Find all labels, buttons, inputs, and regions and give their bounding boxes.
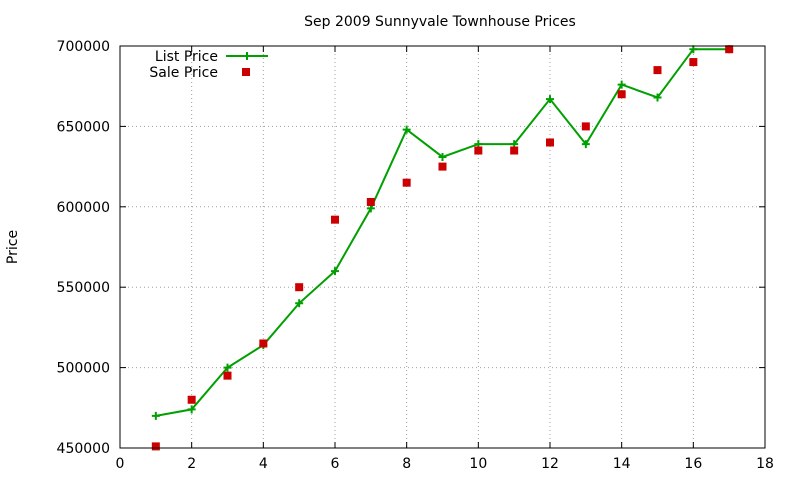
y-tick-label: 600000 bbox=[57, 200, 110, 216]
data-point bbox=[402, 178, 411, 187]
data-point bbox=[187, 395, 196, 404]
y-tick-label: 450000 bbox=[57, 441, 110, 457]
x-tick-label: 14 bbox=[613, 456, 631, 472]
x-tick-label: 12 bbox=[541, 456, 559, 472]
x-tick-label: 4 bbox=[259, 456, 268, 472]
data-point bbox=[438, 152, 447, 161]
data-point bbox=[474, 146, 483, 155]
data-point bbox=[223, 371, 232, 380]
x-tick-label: 16 bbox=[684, 456, 702, 472]
data-point bbox=[546, 138, 554, 147]
y-tick-label: 700000 bbox=[57, 39, 110, 55]
y-tick-labels: 450000 500000 550000 600000 650000 700000 bbox=[57, 39, 110, 457]
data-point bbox=[438, 162, 447, 171]
x-tick-label: 8 bbox=[402, 456, 411, 472]
data-point bbox=[617, 90, 626, 99]
y-tick-label: 500000 bbox=[57, 361, 110, 377]
data-point bbox=[689, 45, 698, 54]
data-point bbox=[331, 267, 339, 276]
legend-swatch-marker bbox=[242, 68, 250, 76]
data-point bbox=[617, 80, 626, 89]
legend-label: List Price bbox=[155, 49, 218, 65]
data-point bbox=[295, 299, 304, 308]
y-tick-label: 650000 bbox=[57, 119, 110, 135]
y-axis-label: Price bbox=[5, 230, 21, 264]
data-point bbox=[331, 215, 339, 224]
data-point bbox=[187, 405, 196, 414]
y-tick-label: 550000 bbox=[57, 280, 110, 296]
series bbox=[151, 45, 734, 451]
data-point bbox=[653, 66, 662, 75]
data-point bbox=[259, 339, 268, 348]
data-point bbox=[151, 411, 160, 420]
data-point bbox=[581, 122, 590, 131]
grid bbox=[120, 46, 765, 448]
data-point bbox=[295, 283, 304, 292]
data-point bbox=[546, 95, 554, 104]
x-tick-label: 10 bbox=[469, 456, 487, 472]
data-point bbox=[402, 125, 411, 134]
series-list-price bbox=[151, 45, 734, 420]
data-point bbox=[581, 140, 590, 149]
chart-title: Sep 2009 Sunnyvale Townhouse Prices bbox=[304, 14, 576, 30]
data-point bbox=[510, 146, 519, 155]
legend-label: Sale Price bbox=[149, 65, 218, 81]
x-tick-label: 18 bbox=[756, 456, 774, 472]
series-line bbox=[155, 48, 730, 417]
data-point bbox=[689, 58, 698, 67]
x-tick-labels: 0 2 4 6 8 10 12 14 16 18 bbox=[116, 456, 774, 472]
data-point bbox=[223, 363, 232, 372]
x-tick-label: 6 bbox=[331, 456, 340, 472]
data-point bbox=[725, 45, 734, 54]
data-point bbox=[653, 93, 662, 102]
tick-marks bbox=[119, 45, 766, 449]
plot-frame bbox=[119, 45, 766, 449]
legend-swatch-marker bbox=[243, 52, 251, 60]
data-point bbox=[151, 442, 160, 451]
series-sale-price bbox=[151, 45, 734, 451]
data-point bbox=[366, 197, 375, 206]
x-tick-label: 2 bbox=[187, 456, 196, 472]
x-tick-label: 0 bbox=[116, 456, 125, 472]
